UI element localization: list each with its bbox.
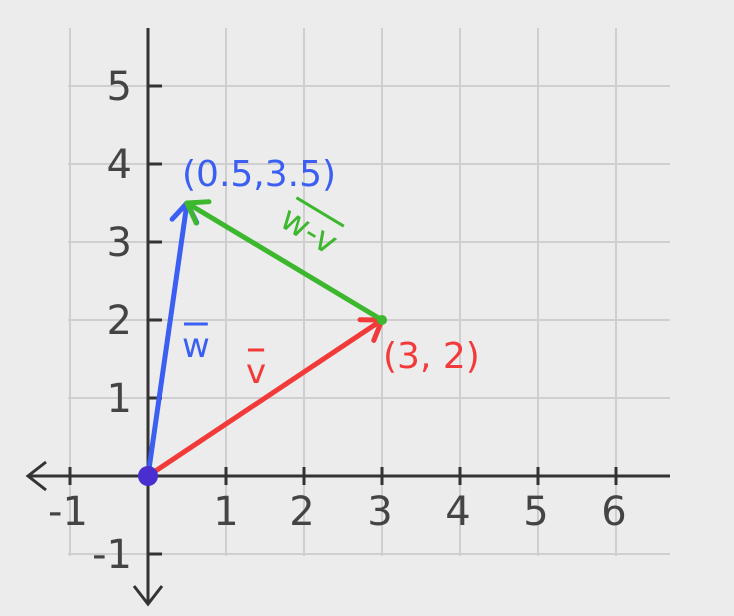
y-axis-arrowhead: [132, 585, 164, 607]
x-tick-label-1: 1: [213, 489, 238, 535]
x-tick-label-5: 5: [523, 489, 548, 535]
x-tick-label-3: 3: [367, 489, 392, 535]
origin-point: [138, 466, 158, 486]
vector-v-shaft: [145, 317, 385, 479]
y-tick-label-3: 3: [107, 220, 132, 266]
x-tick-label-2: 2: [289, 489, 314, 535]
y-tick-label-1: 1: [107, 376, 132, 422]
vector-w-minus-v: [184, 199, 385, 323]
vector-label-w: w: [182, 326, 210, 366]
w-minus-v-overbar: [295, 196, 345, 228]
vectors: [138, 199, 387, 486]
vector-w-minus-v-shaft: [184, 200, 385, 323]
axes: [25, 28, 670, 607]
x-tick-label-neg1: -1: [48, 489, 88, 535]
y-tick-label-5: 5: [107, 64, 132, 110]
x-axis-arrowhead: [25, 460, 47, 492]
x-tick-label-6: 6: [601, 489, 626, 535]
vector-w-minus-v-arrowhead: [184, 199, 212, 226]
x-tick-label-4: 4: [445, 489, 470, 535]
v-tip-point: [377, 315, 387, 325]
vector-w-shaft: [145, 200, 190, 479]
tick-labels: -1 1 2 3 4 5 6 5 4 3 2 1 -1: [48, 64, 627, 578]
vector-label-v: v: [246, 352, 266, 392]
y-tick-label-4: 4: [107, 142, 132, 188]
point-label-w-tip: (0.5,3.5): [182, 154, 336, 195]
y-tick-label-neg1: -1: [92, 532, 132, 578]
point-label-v-tip: (3, 2): [383, 336, 480, 377]
vector-label-w-minus-v: w-v: [273, 198, 344, 263]
y-tick-label-2: 2: [107, 298, 132, 344]
